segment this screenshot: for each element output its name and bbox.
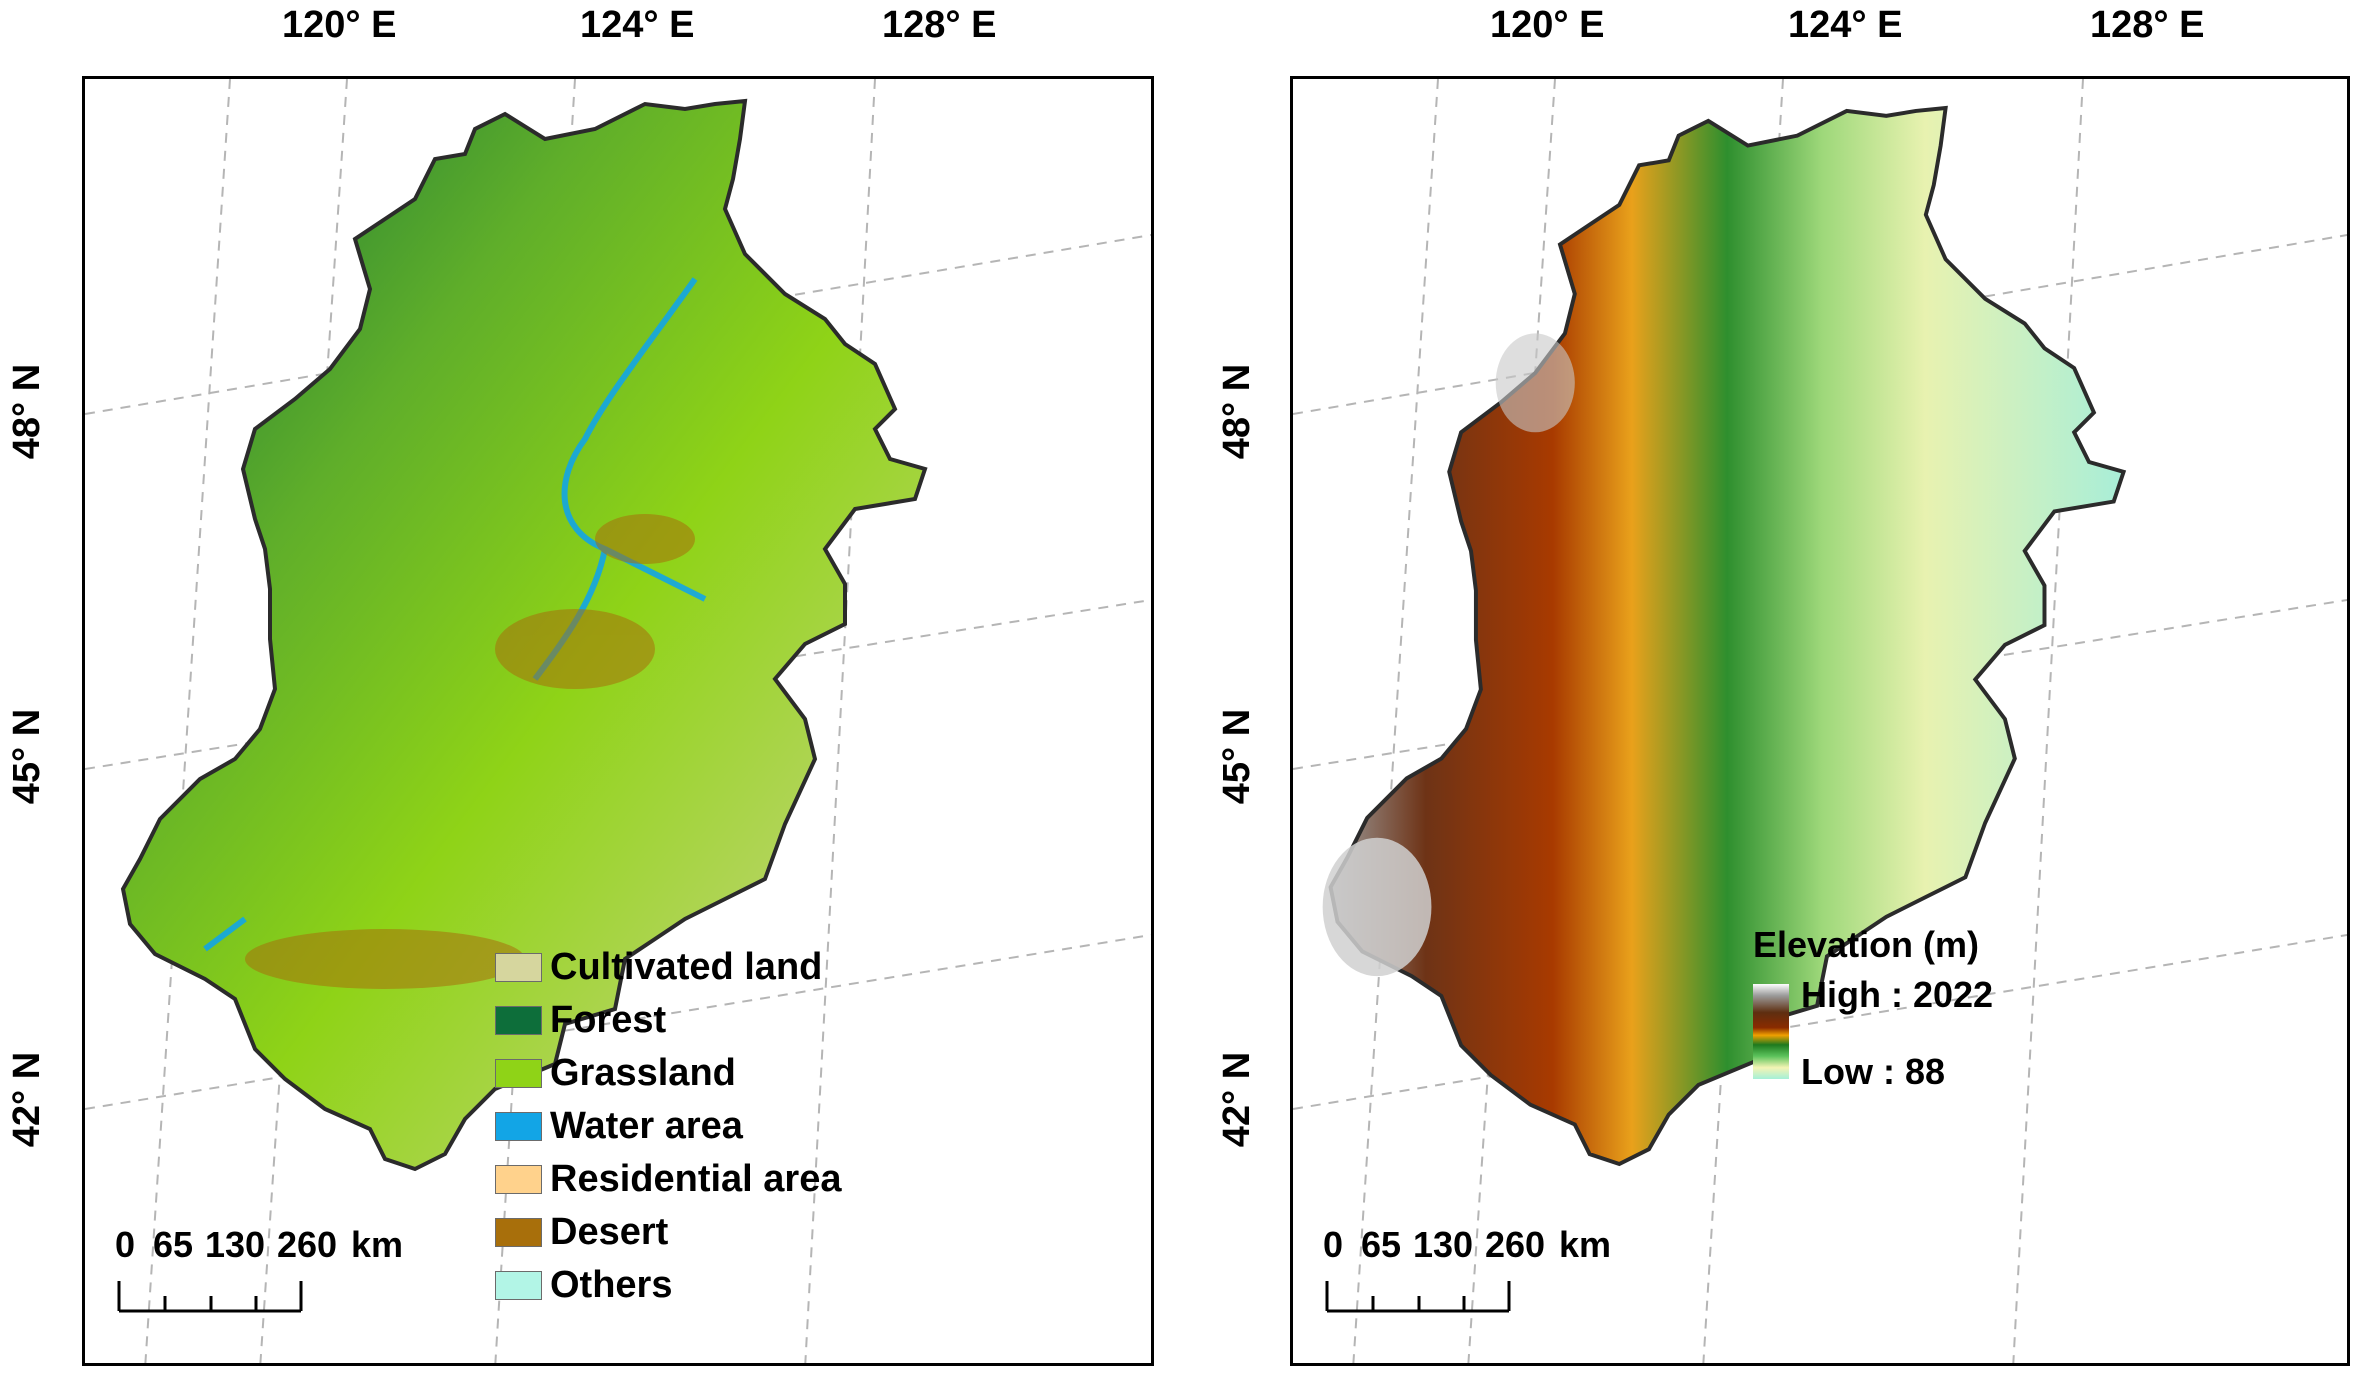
legend-item-desert: Desert bbox=[495, 1206, 841, 1259]
legend-item-residential: Residential area bbox=[495, 1153, 841, 1206]
scale-label-65: 65 bbox=[153, 1224, 194, 1265]
scale-label-130-right: 130 bbox=[1413, 1224, 1474, 1265]
legend-label-grassland: Grassland bbox=[550, 1052, 736, 1094]
desert-features bbox=[245, 514, 695, 989]
scale-unit-right: km bbox=[1559, 1224, 1612, 1265]
scale-label-130: 130 bbox=[205, 1224, 266, 1265]
legend-item-cultivated: Cultivated land bbox=[495, 941, 841, 994]
lat-label-45-right: 45° N bbox=[1216, 708, 1259, 805]
lat-label-45-left: 45° N bbox=[6, 708, 49, 805]
swatch-cultivated bbox=[495, 953, 542, 982]
elevation-color-ramp bbox=[1753, 984, 1789, 1079]
landuse-map bbox=[120, 98, 928, 1172]
lat-label-42-right: 42° N bbox=[1216, 1051, 1259, 1148]
legend-label-others: Others bbox=[550, 1264, 673, 1306]
legend-item-grassland: Grassland bbox=[495, 1047, 841, 1100]
lat-label-42-left: 42° N bbox=[6, 1051, 49, 1148]
swatch-desert bbox=[495, 1218, 542, 1247]
landuse-map-panel: Cultivated land Forest Grassland Water a… bbox=[82, 76, 1154, 1366]
lon-label-128-right: 128° E bbox=[2090, 4, 2205, 46]
elevation-low-label: Low : 88 bbox=[1801, 1051, 1946, 1092]
region-outline-right bbox=[1328, 105, 2127, 1167]
scalebar-right: 0 65 130 260 km bbox=[1323, 1224, 1623, 1324]
elevation-high-label: High : 2022 bbox=[1801, 974, 1994, 1015]
legend-label-water: Water area bbox=[550, 1105, 743, 1147]
high-elevation-patch-north bbox=[1495, 333, 1575, 433]
swatch-residential bbox=[495, 1165, 542, 1194]
legend-label-cultivated: Cultivated land bbox=[550, 946, 823, 988]
swatch-grassland bbox=[495, 1059, 542, 1088]
scale-label-0: 0 bbox=[115, 1224, 136, 1265]
scale-label-260-right: 260 bbox=[1485, 1224, 1546, 1265]
landuse-legend: Cultivated land Forest Grassland Water a… bbox=[495, 941, 841, 1312]
legend-item-water: Water area bbox=[495, 1100, 841, 1153]
scale-ruler-right bbox=[1325, 1281, 1511, 1313]
swatch-others bbox=[495, 1271, 542, 1300]
lon-label-124-right: 124° E bbox=[1788, 4, 1903, 46]
swatch-forest bbox=[495, 1006, 542, 1035]
scale-label-260: 260 bbox=[277, 1224, 338, 1265]
scale-unit: km bbox=[351, 1224, 404, 1265]
legend-label-desert: Desert bbox=[550, 1211, 669, 1253]
scalebar-left: 0 65 130 260 km bbox=[115, 1224, 415, 1324]
elevation-map bbox=[1322, 105, 2127, 1167]
lon-label-128-left: 128° E bbox=[882, 4, 997, 46]
lon-label-124-left: 124° E bbox=[580, 4, 695, 46]
legend-label-residential: Residential area bbox=[550, 1158, 842, 1200]
legend-item-others: Others bbox=[495, 1259, 841, 1312]
legend-label-forest: Forest bbox=[550, 999, 667, 1041]
lat-label-48-right: 48° N bbox=[1216, 363, 1259, 460]
swatch-water bbox=[495, 1112, 542, 1141]
high-elevation-patch bbox=[1322, 837, 1432, 977]
scale-label-0-right: 0 bbox=[1323, 1224, 1344, 1265]
lat-label-48-left: 48° N bbox=[6, 363, 49, 460]
legend-item-forest: Forest bbox=[495, 994, 841, 1047]
scale-ruler bbox=[117, 1281, 303, 1313]
lon-label-120-left: 120° E bbox=[282, 4, 397, 46]
elevation-map-panel: Elevation (m) High : 2022 Low : 88 0 65 … bbox=[1290, 76, 2350, 1366]
elevation-legend-title: Elevation (m) bbox=[1753, 924, 1980, 965]
scale-label-65-right: 65 bbox=[1361, 1224, 1402, 1265]
lon-label-120-right: 120° E bbox=[1490, 4, 1605, 46]
